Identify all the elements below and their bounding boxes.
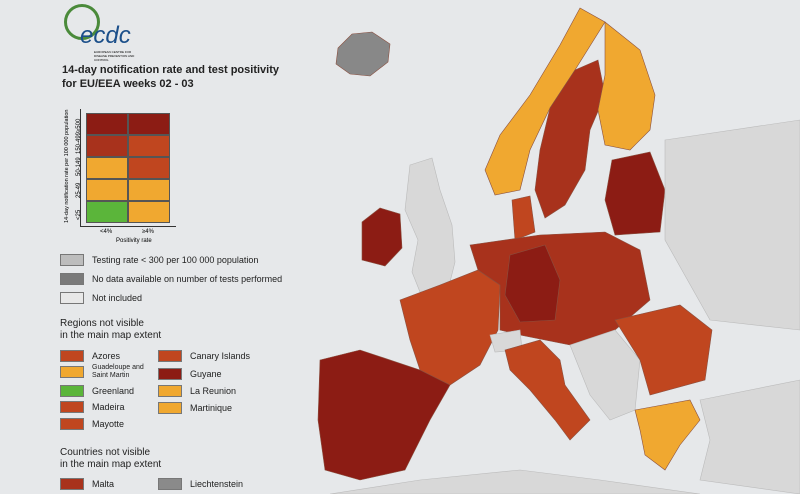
legend-label: Testing rate < 300 per 100 000 populatio… bbox=[92, 255, 259, 265]
region-label: Guyane bbox=[190, 369, 222, 379]
region-label: Azores bbox=[92, 351, 121, 361]
iberia bbox=[317, 349, 451, 481]
region-swatch bbox=[158, 402, 182, 414]
region-swatch bbox=[60, 385, 84, 397]
country-swatch bbox=[158, 478, 182, 490]
logo-subtitle: EUROPEAN CENTRE FOR DISEASE PREVENTION A… bbox=[94, 50, 135, 62]
region-swatch bbox=[158, 368, 182, 380]
row-label: 50-149 bbox=[76, 157, 82, 176]
legend-swatch bbox=[60, 273, 84, 285]
germany bbox=[504, 244, 561, 323]
legend-swatch bbox=[60, 254, 84, 266]
italy bbox=[504, 339, 591, 441]
matrix-x-label: Positivity rate bbox=[116, 238, 152, 244]
y-axis bbox=[80, 109, 81, 226]
logo-ring bbox=[64, 4, 100, 40]
region-swatch bbox=[158, 350, 182, 362]
iceland bbox=[335, 31, 391, 77]
region-swatch bbox=[60, 366, 84, 378]
row-label: ≥500 bbox=[76, 118, 82, 132]
matrix-cell bbox=[86, 201, 128, 223]
matrix-cell bbox=[128, 157, 170, 179]
row-label: <25 bbox=[76, 209, 82, 220]
france bbox=[399, 269, 501, 386]
turkey bbox=[699, 379, 800, 494]
region-label: Guadeloupe and Saint Martin bbox=[92, 364, 144, 379]
region-label: Madeira bbox=[92, 402, 125, 412]
region-label: Canary Islands bbox=[190, 351, 251, 361]
matrix-cell bbox=[86, 179, 128, 201]
matrix-cell bbox=[128, 113, 170, 135]
russia bbox=[664, 119, 800, 331]
legend-panel: ecdc EUROPEAN CENTRE FOR DISEASE PREVENTI… bbox=[0, 0, 330, 494]
section-title: Regions not visible bbox=[60, 318, 144, 329]
denmark bbox=[511, 195, 536, 241]
title-line: 14-day notification rate and test positi… bbox=[62, 64, 279, 76]
sweden bbox=[534, 59, 606, 219]
title-line: for EU/EEA weeks 02 - 03 bbox=[62, 78, 194, 90]
row-label: 25-49 bbox=[76, 182, 82, 198]
legend-label: Not included bbox=[92, 293, 143, 303]
matrix-cell bbox=[128, 201, 170, 223]
column-label: ≥4% bbox=[142, 229, 154, 235]
region-swatch bbox=[60, 401, 84, 413]
matrix-cell bbox=[86, 113, 128, 135]
region-label: Greenland bbox=[92, 386, 135, 396]
matrix-cell bbox=[86, 135, 128, 157]
africa bbox=[329, 469, 701, 494]
region-swatch bbox=[60, 350, 84, 362]
uk bbox=[404, 157, 456, 293]
region-label: Martinique bbox=[190, 403, 233, 413]
row-label: 150-499 bbox=[76, 131, 82, 154]
legend-swatch bbox=[60, 292, 84, 304]
norway bbox=[484, 7, 606, 196]
matrix-cell bbox=[128, 179, 170, 201]
country-label: Malta bbox=[92, 479, 115, 489]
greece bbox=[634, 399, 701, 471]
romania-bulgaria bbox=[614, 304, 713, 396]
finland bbox=[597, 21, 656, 151]
region-label: Mayotte bbox=[92, 419, 125, 429]
baltics bbox=[604, 151, 666, 236]
country-label: Liechtenstein bbox=[190, 479, 244, 489]
x-axis bbox=[80, 226, 176, 227]
matrix-cell bbox=[128, 135, 170, 157]
section-title: Countries not visible bbox=[60, 447, 151, 458]
region-swatch bbox=[60, 418, 84, 430]
section-title: in the main map extent bbox=[60, 330, 162, 341]
column-label: <4% bbox=[100, 229, 113, 235]
country-swatch bbox=[60, 478, 84, 490]
region-label: La Reunion bbox=[190, 386, 237, 396]
matrix-cell bbox=[86, 157, 128, 179]
region-swatch bbox=[158, 385, 182, 397]
matrix-y-label: 14-day notification rate per 100 000 pop… bbox=[64, 109, 70, 223]
legend-label: No data available on number of tests per… bbox=[92, 274, 283, 284]
logo-name: ecdc bbox=[80, 22, 131, 49]
section-title: in the main map extent bbox=[60, 459, 162, 470]
ireland bbox=[361, 207, 403, 267]
